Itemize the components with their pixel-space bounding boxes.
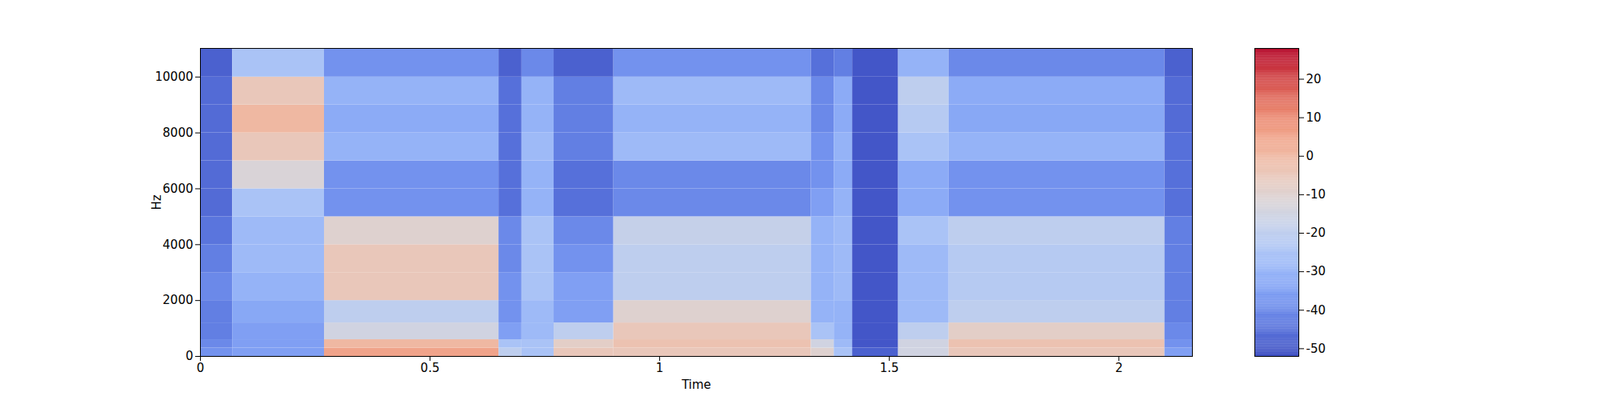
svg-text:0.5: 0.5 xyxy=(420,360,440,376)
svg-text:4000: 4000 xyxy=(162,237,193,252)
svg-text:-10: -10 xyxy=(1306,187,1327,202)
svg-text:1: 1 xyxy=(656,360,664,376)
svg-text:2: 2 xyxy=(1115,360,1124,376)
svg-text:Hz: Hz xyxy=(149,194,164,210)
svg-text:8000: 8000 xyxy=(162,125,193,140)
svg-text:2000: 2000 xyxy=(162,292,193,308)
svg-text:Time: Time xyxy=(680,377,712,392)
svg-text:1.5: 1.5 xyxy=(880,360,900,376)
svg-text:-20: -20 xyxy=(1306,225,1327,240)
svg-text:-30: -30 xyxy=(1306,264,1327,279)
svg-text:-40: -40 xyxy=(1306,303,1327,318)
svg-text:0: 0 xyxy=(196,360,205,376)
svg-text:-50: -50 xyxy=(1306,341,1327,356)
svg-text:0: 0 xyxy=(185,348,194,364)
svg-text:10000: 10000 xyxy=(155,69,194,84)
svg-text:6000: 6000 xyxy=(162,181,193,196)
svg-text:20: 20 xyxy=(1306,72,1322,87)
svg-text:0: 0 xyxy=(1306,148,1315,164)
svg-text:10: 10 xyxy=(1306,110,1322,125)
